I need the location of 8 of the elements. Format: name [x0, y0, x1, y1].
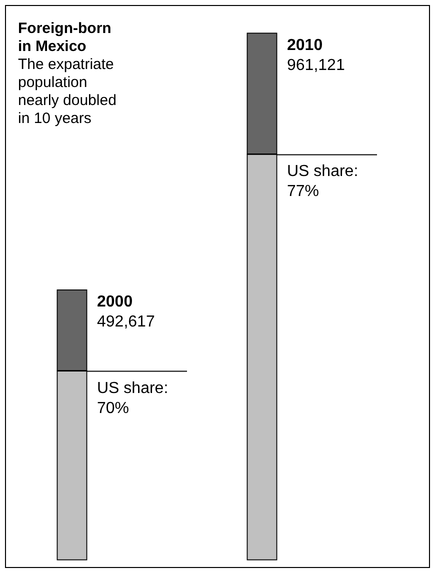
text: The expatriate population nearly doubled in 10 years: [18, 56, 118, 128]
chart-title: Foreign-born in Mexico: [18, 20, 112, 56]
annotation: US share: 70%: [97, 380, 168, 417]
x-tick-label: 2010: [287, 37, 323, 54]
annotation: US share: 77%: [287, 163, 358, 200]
annotation: 961,121: [287, 57, 345, 74]
x-tick-label: 2000: [97, 294, 133, 311]
annotation: 492,617: [97, 314, 155, 331]
